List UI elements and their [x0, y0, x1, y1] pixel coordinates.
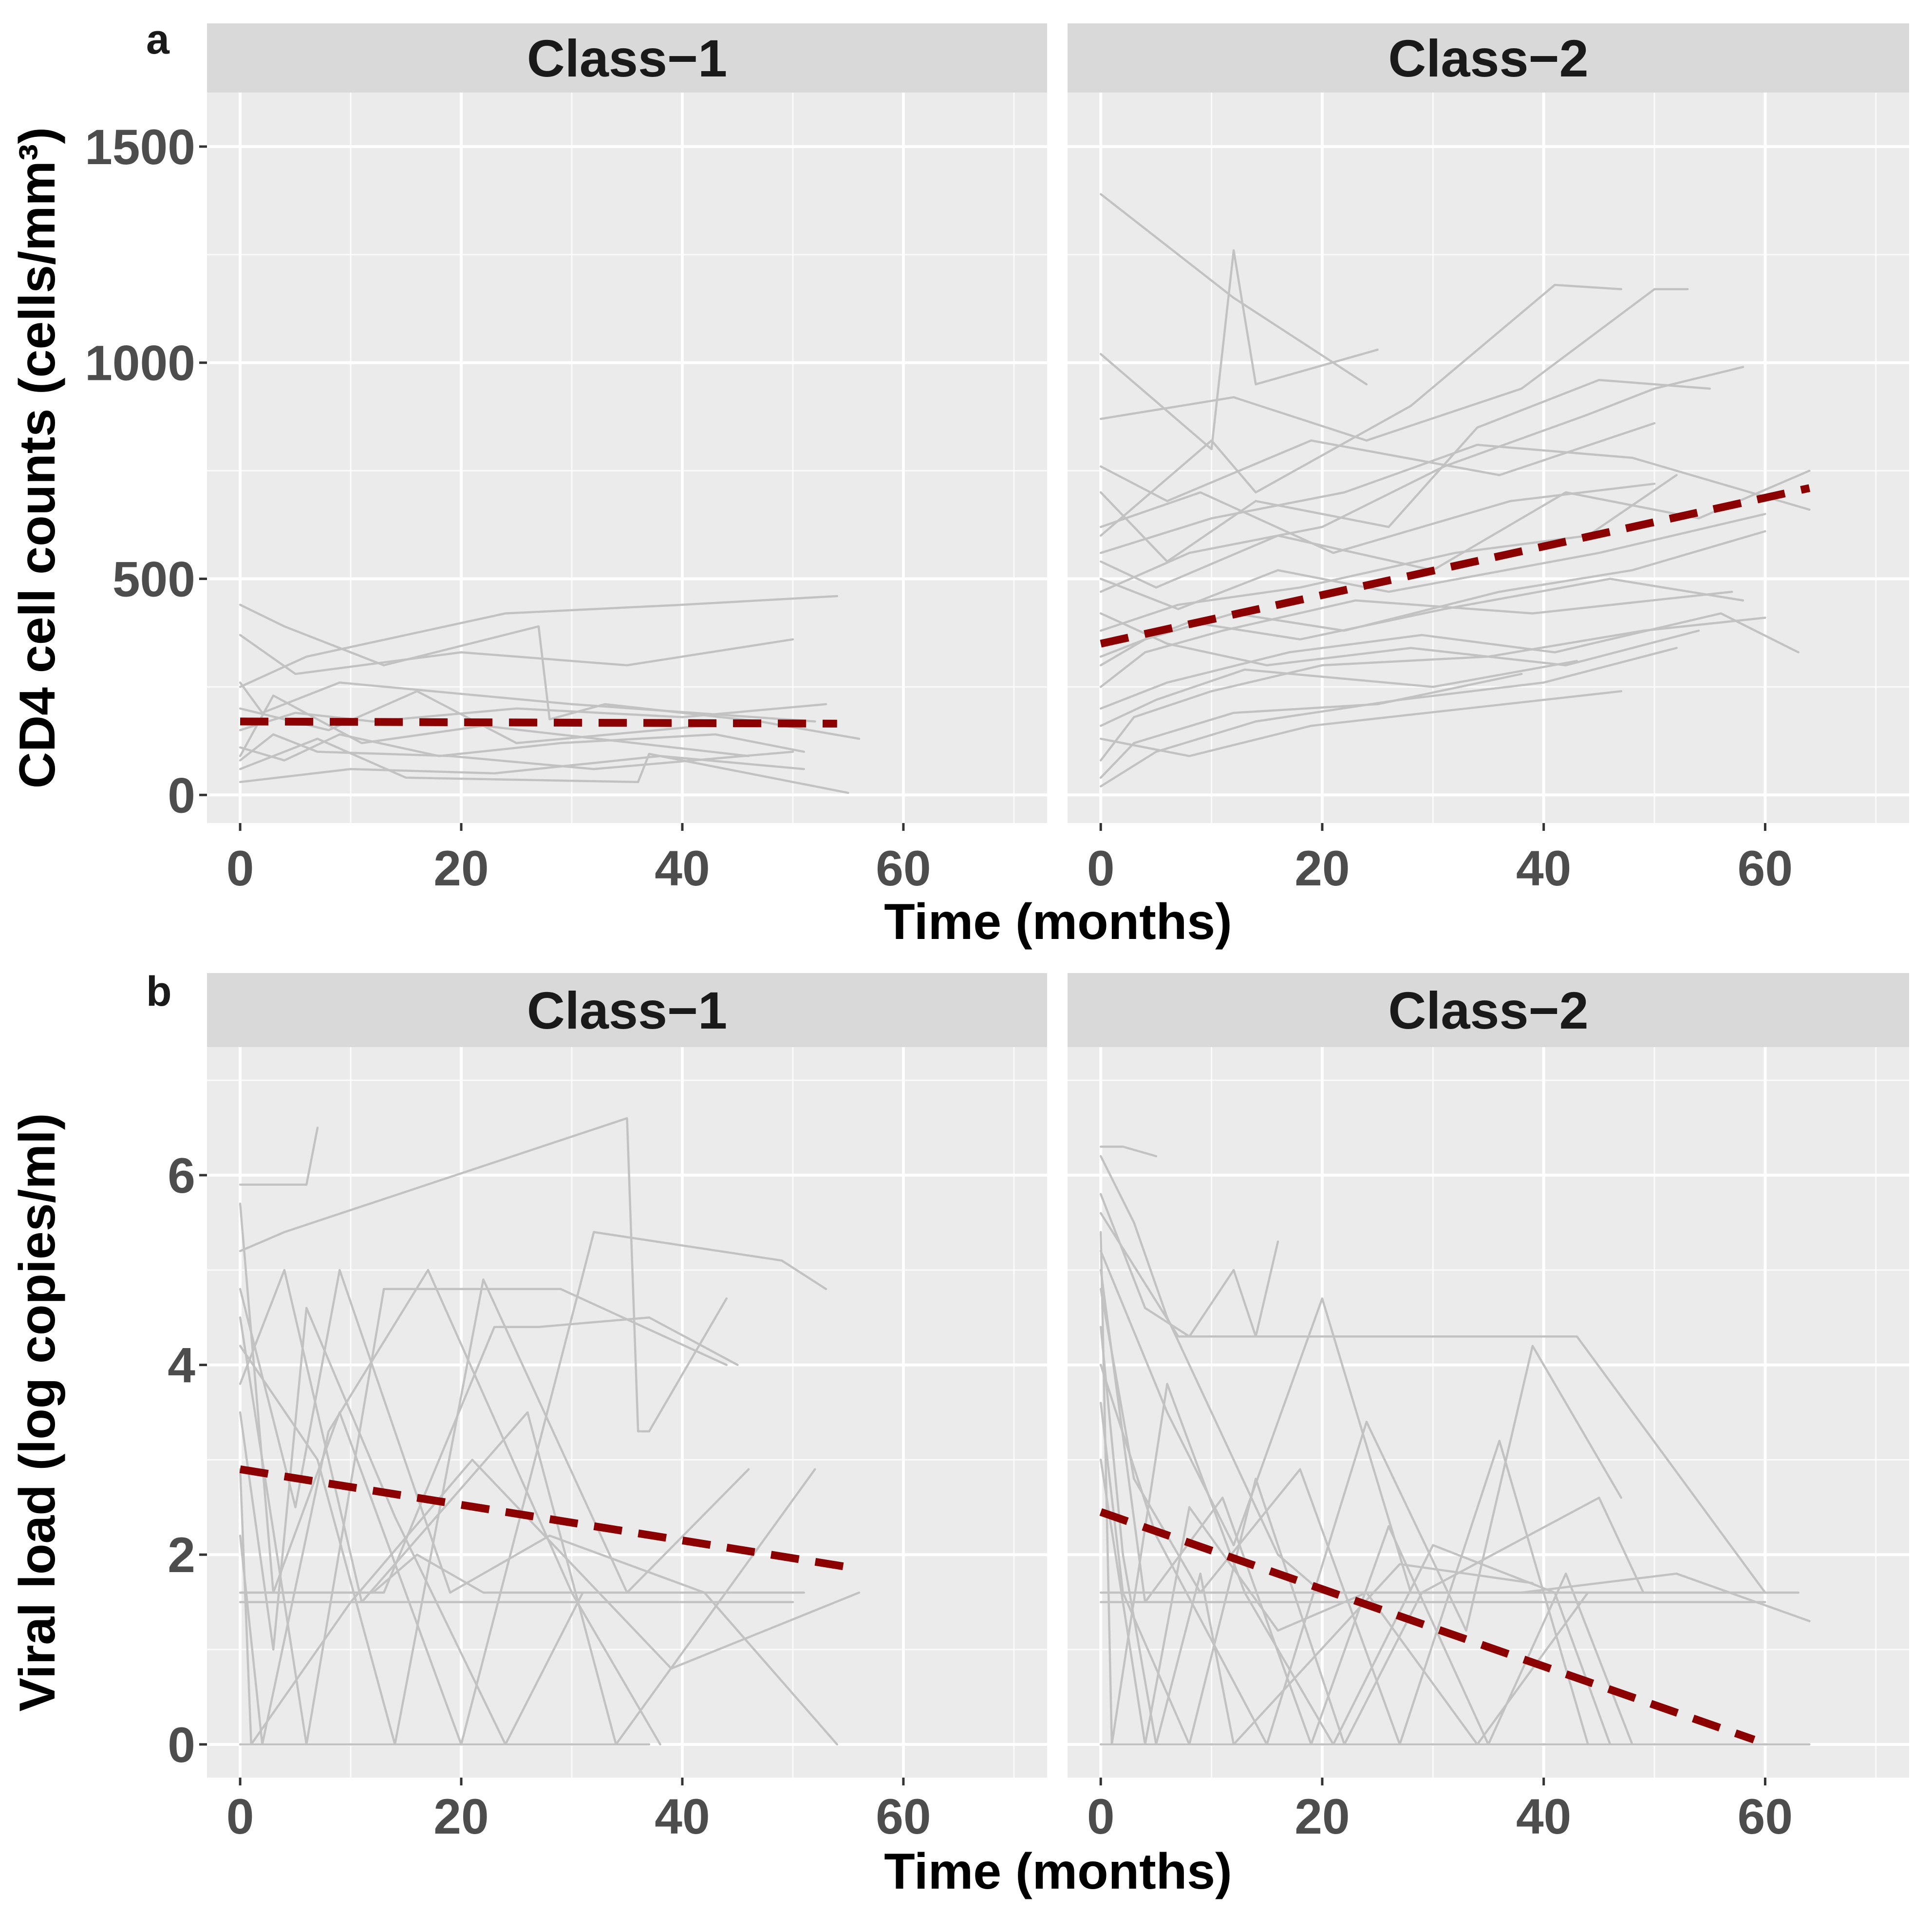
- x-tick-label-b-facet-1: 60: [876, 1789, 931, 1844]
- y-tick-label-a: 500: [113, 552, 195, 607]
- plot-background-b-facet-1: [207, 1047, 1047, 1778]
- plot-background-a-facet-1: [207, 93, 1047, 823]
- x-tick-label-b-facet-1: 20: [433, 1789, 488, 1844]
- individual-trajectory-line: [1099, 422, 1656, 503]
- individual-trajectory-line: [1099, 590, 1733, 688]
- individual-trajectory-line: [239, 681, 816, 723]
- individual-trajectory-line: [1099, 673, 1523, 779]
- panel-letter-a: a: [146, 16, 170, 63]
- individual-trajectory-line: [1099, 249, 1379, 450]
- individual-trajectory-line: [1099, 1459, 1589, 1746]
- facet-strip-a-facet-1: [207, 23, 1047, 93]
- individual-trajectory-line: [239, 1126, 319, 1186]
- individual-trajectory-line: [1099, 1145, 1158, 1158]
- x-tick-label-b-facet-2: 40: [1516, 1789, 1571, 1844]
- individual-trajectory-line: [1099, 617, 1766, 762]
- y-tick-label-b: 4: [168, 1338, 195, 1393]
- individual-trajectory-line: [1099, 444, 1811, 554]
- x-tick-label-a-facet-1: 0: [226, 841, 254, 896]
- individual-trajectory-line: [1099, 378, 1711, 563]
- y-tick-label-b: 0: [168, 1717, 195, 1773]
- facet-strip-b-facet-1: [207, 973, 1047, 1047]
- facet-strip-a-facet-2: [1068, 23, 1909, 93]
- y-tick-label-a: 0: [168, 768, 195, 823]
- individual-trajectory-line: [1099, 1326, 1534, 1746]
- individual-trajectory-line: [1099, 283, 1623, 537]
- y-tick-label-b: 2: [168, 1527, 195, 1583]
- individual-trajectory-line: [1099, 612, 1700, 667]
- individual-trajectory-line: [1099, 659, 1578, 727]
- x-tick-label-a-facet-2: 0: [1087, 841, 1115, 896]
- individual-trajectory-line: [239, 737, 849, 794]
- x-tick-label-a-facet-2: 40: [1516, 841, 1571, 896]
- y-axis-title-a: CD4 cell counts (cells/mm³): [9, 127, 66, 788]
- individual-trajectory-line: [1099, 1288, 1589, 1746]
- individual-trajectory-line: [239, 733, 794, 770]
- facet-strip-label-b-facet-1: Class−1: [527, 981, 727, 1040]
- plot-background-b-facet-2: [1068, 1047, 1909, 1778]
- individual-trajectory-line: [1099, 513, 1766, 610]
- facet-strip-label-a-facet-2: Class−2: [1388, 29, 1588, 88]
- panel-letter-b: b: [146, 968, 172, 1015]
- individual-trajectory-line: [1099, 1231, 1612, 1746]
- x-tick-label-b-facet-2: 20: [1294, 1789, 1350, 1844]
- individual-trajectory-line: [1099, 612, 1800, 710]
- individual-trajectory-line: [1099, 483, 1656, 554]
- x-tick-label-b-facet-1: 0: [226, 1789, 254, 1844]
- individual-trajectory-line: [1099, 474, 1678, 632]
- facet-strip-b-facet-2: [1068, 973, 1909, 1047]
- individual-trajectory-line: [1099, 578, 1744, 658]
- individual-trajectory-line: [1099, 690, 1623, 757]
- individual-trajectory-line: [239, 1269, 661, 1746]
- mean-trend-line-a-facet-1: [240, 717, 837, 728]
- individual-trajectory-line: [239, 634, 794, 675]
- mean-trend-line-a-facet-2: [1100, 484, 1811, 648]
- facet-strip-label-b-facet-2: Class−2: [1388, 981, 1588, 1040]
- individual-trajectory-line: [1099, 647, 1678, 788]
- individual-trajectory-line: [239, 1459, 861, 1746]
- x-tick-label-a-facet-2: 20: [1294, 841, 1350, 896]
- individual-trajectory-line: [239, 733, 805, 762]
- individual-trajectory-line: [1099, 1345, 1623, 1746]
- plot-background-a-facet-2: [1068, 93, 1909, 823]
- x-tick-label-b-facet-1: 40: [655, 1789, 710, 1844]
- y-tick-label-b: 6: [168, 1148, 195, 1203]
- individual-trajectory-line: [239, 694, 750, 757]
- individual-trajectory-line: [239, 603, 861, 740]
- individual-trajectory-line: [239, 1553, 805, 1594]
- y-axis-title-b: Viral load (log copies/ml): [9, 1113, 66, 1711]
- y-tick-label-a: 1000: [85, 336, 195, 391]
- individual-trajectory-line: [1099, 1193, 1279, 1338]
- x-tick-label-a-facet-1: 40: [655, 841, 710, 896]
- x-axis-title-b: Time (months): [884, 1843, 1232, 1900]
- x-tick-label-b-facet-2: 0: [1087, 1789, 1115, 1844]
- individual-trajectory-line: [1099, 193, 1368, 386]
- individual-trajectory-line: [239, 755, 805, 783]
- individual-trajectory-line: [239, 1117, 728, 1433]
- x-tick-label-b-facet-2: 60: [1738, 1789, 1793, 1844]
- individual-trajectory-line: [239, 703, 827, 731]
- facet-strip-label-a-facet-1: Class−1: [527, 29, 727, 88]
- x-tick-label-a-facet-1: 20: [433, 841, 488, 896]
- individual-trajectory-line: [1099, 1212, 1766, 1594]
- x-tick-label-a-facet-2: 60: [1738, 841, 1793, 896]
- individual-trajectory-line: [1099, 288, 1689, 442]
- individual-trajectory-line: [239, 1307, 584, 1746]
- individual-trajectory-line: [239, 1269, 839, 1746]
- mean-trend-line-b-facet-2: [1099, 1508, 1756, 1744]
- mean-trend-line-b-facet-1: [239, 1465, 860, 1573]
- y-tick-label-a: 1500: [85, 119, 195, 175]
- x-tick-label-a-facet-1: 60: [876, 841, 931, 896]
- individual-trajectory-line: [239, 1269, 816, 1746]
- x-axis-title-a: Time (months): [884, 894, 1232, 950]
- individual-trajectory-line: [1099, 1250, 1811, 1622]
